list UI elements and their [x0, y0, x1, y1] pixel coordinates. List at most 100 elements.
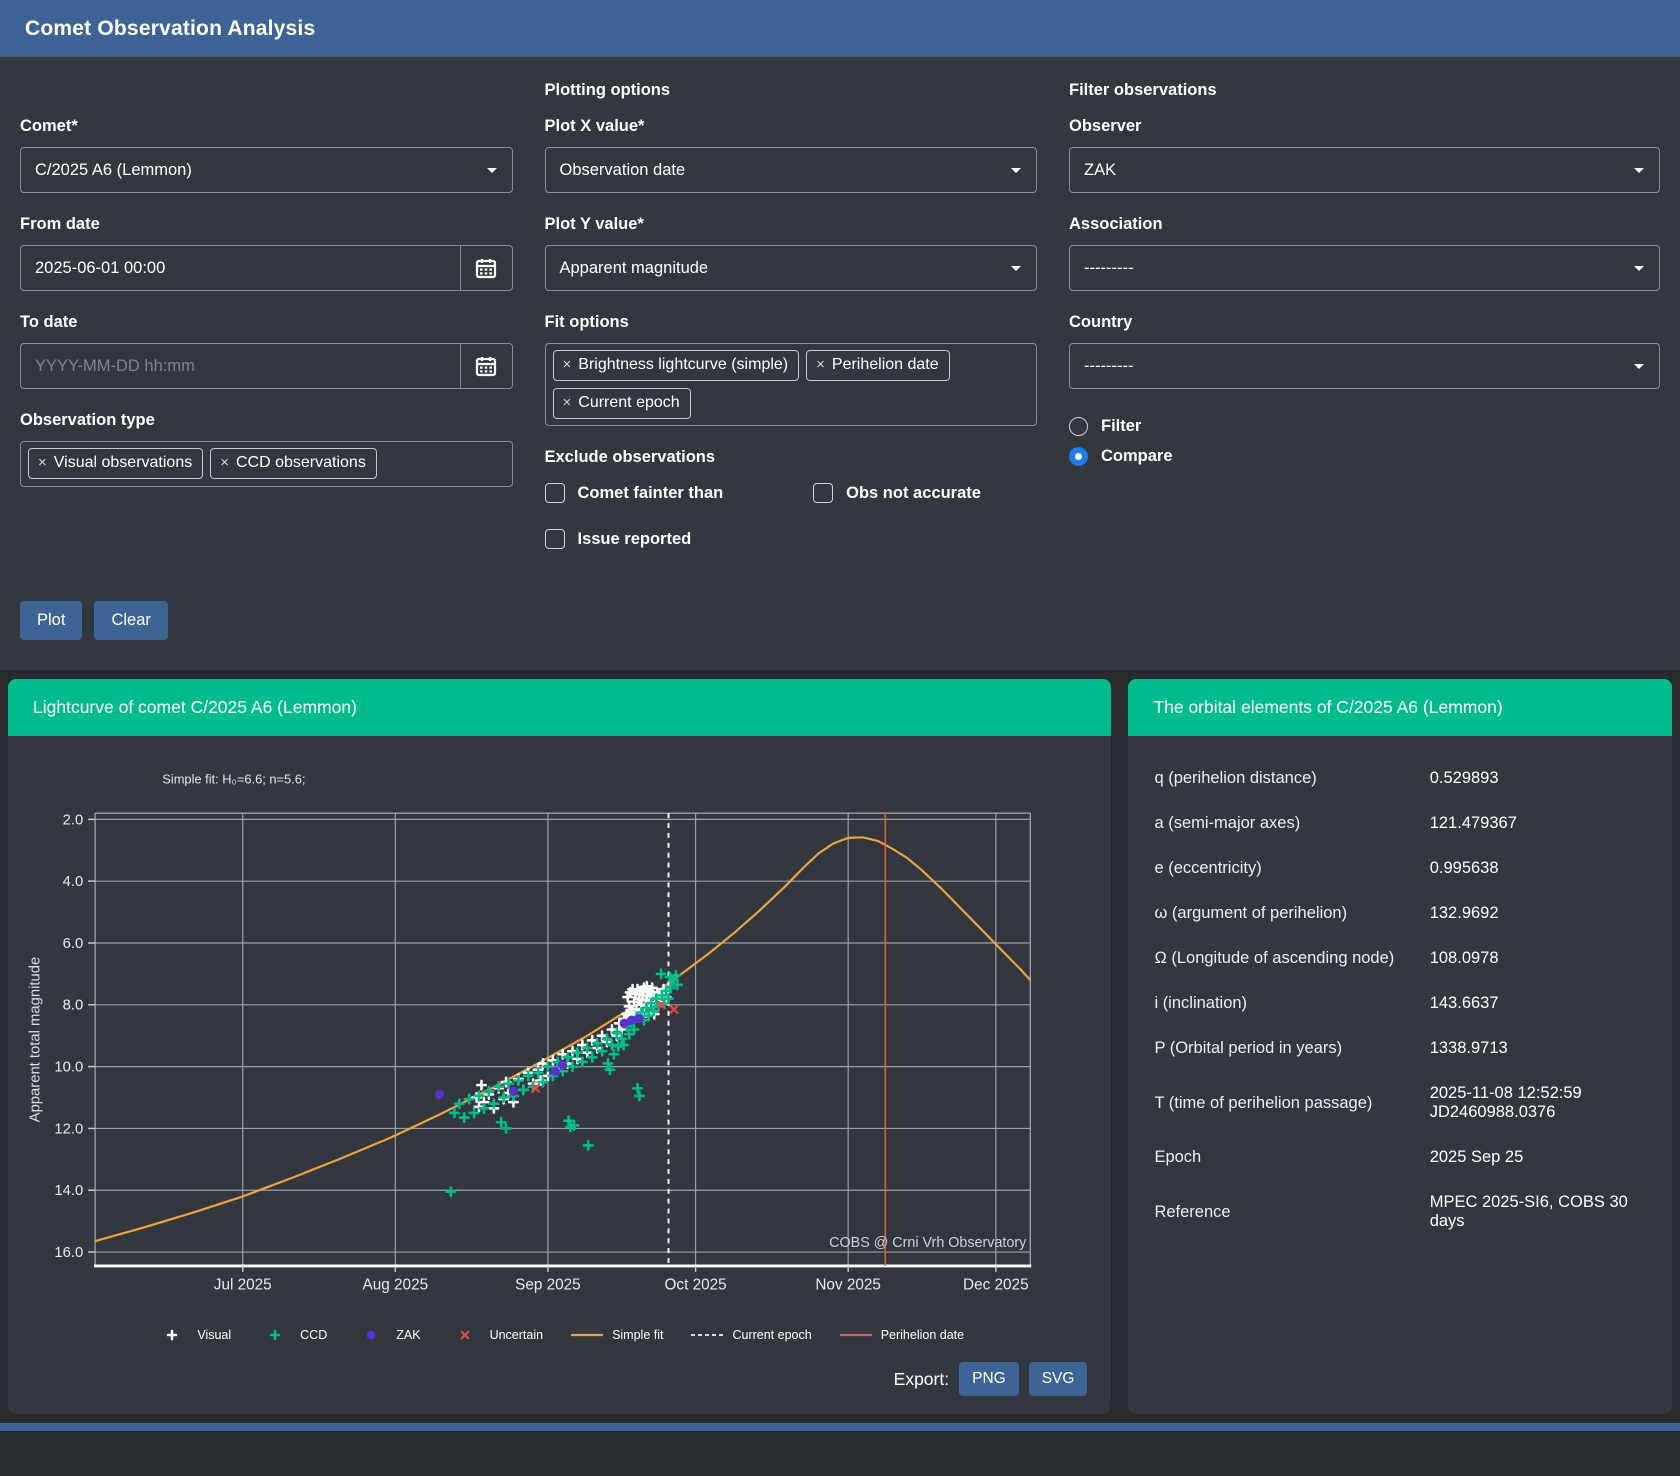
to-date-calendar-button[interactable] — [460, 344, 512, 388]
checkbox[interactable] — [545, 529, 565, 549]
plot-y-select-value: Apparent magnitude — [560, 259, 709, 278]
observer-label: Observer — [1069, 117, 1660, 136]
ccd-marker-icon — [258, 1328, 292, 1342]
remove-tag-icon[interactable]: × — [38, 454, 47, 473]
mode-radio-group: Filter Compare — [1069, 417, 1660, 466]
country-label: Country — [1069, 313, 1660, 332]
fit-options-chipbox[interactable]: × Brightness lightcurve (simple) ×Periheli… — [545, 343, 1038, 426]
svg-text:14.0: 14.0 — [54, 1183, 83, 1199]
remove-tag-icon[interactable]: × — [563, 394, 572, 413]
mode-radio-row: Compare — [1069, 447, 1660, 466]
legend-label: Visual — [197, 1328, 231, 1342]
checkbox[interactable] — [813, 483, 833, 503]
element-label: i (inclination) — [1154, 981, 1429, 1026]
comet-select[interactable]: C/2025 A6 (Lemmon) — [20, 147, 513, 193]
plot-x-select[interactable]: Observation date — [545, 147, 1038, 193]
svg-text:8.0: 8.0 — [63, 998, 84, 1014]
clear-button[interactable]: Clear — [94, 601, 167, 640]
element-value: MPEC 2025-SI6, COBS 30 days — [1430, 1180, 1646, 1244]
tag-chip[interactable]: × Brightness lightcurve (simple) — [553, 350, 800, 381]
tag-chip[interactable]: ×CCD observations — [210, 448, 377, 479]
export-svg-button[interactable]: SVG — [1029, 1362, 1088, 1396]
to-date-label: To date — [20, 313, 513, 332]
zak-marker-icon — [354, 1328, 388, 1342]
svg-text:4.0: 4.0 — [63, 874, 84, 890]
radio-compare[interactable] — [1069, 447, 1088, 466]
form-column-right: Filter observations Observer ZAK Associa… — [1069, 79, 1660, 571]
tag-chip[interactable]: ×Current epoch — [553, 388, 691, 419]
legend-label: Simple fit — [612, 1328, 663, 1342]
tag-chip[interactable]: ×Perihelion date — [806, 350, 950, 381]
table-row: P (Orbital period in years)1338.9713 — [1154, 1026, 1646, 1071]
legend-label: Current epoch — [732, 1328, 811, 1342]
svg-text:10.0: 10.0 — [54, 1060, 83, 1076]
element-value: 108.0978 — [1430, 936, 1646, 981]
plotting-options-heading: Plotting options — [545, 81, 1038, 103]
to-date-input[interactable] — [21, 344, 460, 388]
fit-options-label: Fit options — [545, 313, 1038, 332]
legend-label: ZAK — [396, 1328, 420, 1342]
remove-tag-icon[interactable]: × — [563, 356, 572, 375]
footer-bar — [0, 1423, 1680, 1431]
from-date-calendar-button[interactable] — [460, 246, 512, 290]
legend-label: CCD — [300, 1328, 327, 1342]
element-label: P (Orbital period in years) — [1154, 1026, 1429, 1071]
simple-fit-marker-icon — [570, 1328, 604, 1342]
legend-item-perihelion-date: Perihelion date — [839, 1328, 964, 1342]
lightcurve-chart: 2.04.06.08.010.012.014.016.0Jul 2025Aug … — [16, 742, 1103, 1320]
legend-item-ccd: CCD — [258, 1328, 327, 1342]
svg-text:Apparent total magnitude: Apparent total magnitude — [28, 957, 44, 1123]
radio-filter[interactable] — [1069, 417, 1088, 436]
legend-label: Perihelion date — [881, 1328, 964, 1342]
checkbox[interactable] — [545, 483, 565, 503]
country-select[interactable]: --------- — [1069, 343, 1660, 389]
exclude-checkbox-row: Issue reported — [545, 529, 814, 549]
comet-label: Comet* — [20, 117, 513, 136]
radio-label: Filter — [1101, 417, 1141, 436]
svg-text:6.0: 6.0 — [63, 936, 84, 952]
element-value: 0.529893 — [1430, 756, 1646, 801]
element-label: Ω (Longitude of ascending node) — [1154, 936, 1429, 981]
element-label: ω (argument of perihelion) — [1154, 891, 1429, 936]
to-date-group — [20, 343, 513, 389]
legend-label: Uncertain — [490, 1328, 544, 1342]
filter-observations-heading: Filter observations — [1069, 81, 1660, 103]
remove-tag-icon[interactable]: × — [220, 454, 229, 473]
from-date-input[interactable] — [21, 246, 460, 290]
element-value: 2025 Sep 25 — [1430, 1135, 1646, 1180]
svg-text:Oct 2025: Oct 2025 — [665, 1277, 727, 1294]
element-value: 2025-11-08 12:52:59 JD2460988.0376 — [1430, 1071, 1646, 1135]
svg-text:COBS @ Crni Vrh Observatory: COBS @ Crni Vrh Observatory — [829, 1235, 1027, 1251]
svg-text:Aug 2025: Aug 2025 — [363, 1277, 429, 1294]
legend-item-zak: ZAK — [354, 1328, 420, 1342]
observation-type-chipbox[interactable]: ×Visual observations×CCD observations — [20, 441, 513, 487]
svg-text:16.0: 16.0 — [54, 1245, 83, 1261]
lightcurve-card-header: Lightcurve of comet C/2025 A6 (Lemmon) — [8, 679, 1111, 736]
svg-text:2.0: 2.0 — [63, 812, 84, 828]
tag-label: Brightness lightcurve (simple) — [578, 355, 788, 375]
export-png-button[interactable]: PNG — [959, 1362, 1019, 1396]
legend-item-current-epoch: Current epoch — [690, 1328, 811, 1342]
table-row: Epoch2025 Sep 25 — [1154, 1135, 1646, 1180]
page-title: Comet Observation Analysis — [25, 17, 315, 41]
orbital-elements-table: q (perihelion distance)0.529893a (semi-m… — [1154, 756, 1646, 1244]
radio-label: Compare — [1101, 447, 1173, 466]
association-select[interactable]: --------- — [1069, 245, 1660, 291]
observation-type-label: Observation type — [20, 411, 513, 430]
export-label: Export: — [894, 1369, 949, 1390]
uncertain-marker-icon — [448, 1328, 482, 1342]
remove-tag-icon[interactable]: × — [816, 356, 825, 375]
plot-y-select[interactable]: Apparent magnitude — [545, 245, 1038, 291]
element-label: Reference — [1154, 1180, 1429, 1244]
calendar-icon — [475, 257, 497, 279]
orbital-card-body: q (perihelion distance)0.529893a (semi-m… — [1128, 736, 1672, 1256]
association-select-value: --------- — [1084, 259, 1133, 278]
form-column-middle: Plotting options Plot X value* Observati… — [545, 79, 1038, 571]
visual-marker-icon — [155, 1328, 189, 1342]
plot-button[interactable]: Plot — [20, 601, 82, 640]
observer-select[interactable]: ZAK — [1069, 147, 1660, 193]
tag-chip[interactable]: ×Visual observations — [28, 448, 203, 479]
element-value: 143.6637 — [1430, 981, 1646, 1026]
exclude-checkboxes: Comet fainter thanObs not accurateIssue … — [545, 483, 1038, 549]
element-label: T (time of perihelion passage) — [1154, 1071, 1429, 1135]
